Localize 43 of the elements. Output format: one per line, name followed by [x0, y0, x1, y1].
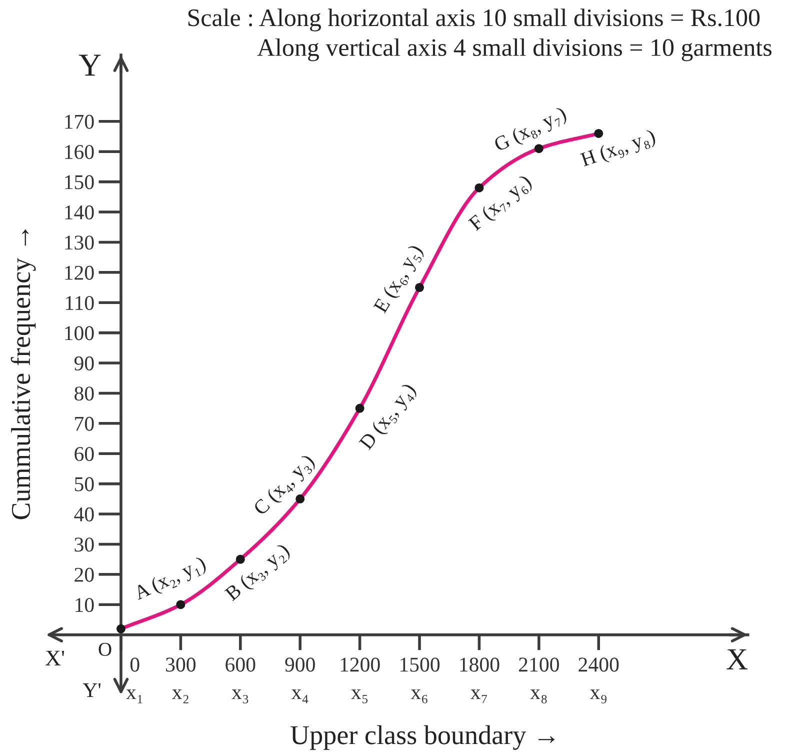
- text: Y: [78, 54, 101, 76]
- y-tick-label: 10: [76, 598, 94, 612]
- annotation: F (x₇, y₆): [467, 174, 535, 234]
- y-tick-label: 140: [65, 205, 94, 220]
- x-tick-label: 600 x₃: [226, 658, 256, 704]
- annotation: A (x₂, y₁): [132, 556, 208, 604]
- y-tick-label: 100: [65, 326, 94, 340]
- annotation: G (x₈, y₇): [492, 106, 569, 156]
- text: X: [726, 649, 748, 670]
- x-tick-label: 2400 x₉: [578, 658, 619, 704]
- annotation: Along vertical axis 4 small divisions = 10 garments: [257, 38, 772, 62]
- y-tick-label: 80: [74, 386, 94, 401]
- x-tick-label: 900 x₄: [285, 658, 315, 704]
- y-tick-label: 120: [65, 266, 94, 280]
- x-tick-label: 0 x₁: [126, 658, 142, 704]
- text: O: [98, 642, 112, 656]
- y-tick-label: 40: [74, 507, 94, 522]
- x-tick-label: 1200 x₅: [340, 658, 380, 704]
- y-tick-label: 150: [65, 175, 94, 190]
- y-tick-label: 60: [74, 446, 94, 462]
- y-tick-label: 90: [74, 356, 94, 370]
- annotation: B (x₃, y₂): [224, 542, 293, 604]
- annotation: D (x₅, y₄): [358, 382, 420, 453]
- y-tick-label: 30: [74, 538, 94, 552]
- y-tick-label: 110: [66, 296, 94, 310]
- y-tick-label: 170: [65, 114, 94, 129]
- x-tick-label: 1800 x₇: [460, 658, 500, 704]
- x-axis-title: Upper class boundary →: [290, 725, 555, 750]
- x-tick-label: 1500 x₆: [400, 658, 440, 704]
- annotation: E (x₆, y₅): [372, 243, 426, 316]
- x-tick-label: 2100 x₈: [518, 658, 559, 704]
- x-tick-label: 300 x₂: [166, 658, 196, 704]
- y-tick-label: 20: [74, 568, 94, 582]
- text: Scale : Along horizontal axis 10 small divisions = Rs.100: [188, 8, 760, 32]
- y-axis-title: Cummulative frequency →: [10, 230, 36, 520]
- annotation: H (x₉, y₈): [580, 128, 658, 171]
- y-tick-label: 70: [75, 416, 94, 431]
- y-tick-label: 160: [65, 144, 94, 160]
- text: X': [45, 650, 64, 666]
- text: Y': [82, 683, 101, 698]
- annotation: C (x₄, y₃): [252, 453, 318, 519]
- y-tick-label: 130: [65, 236, 94, 250]
- y-tick-label: 50: [74, 477, 94, 492]
